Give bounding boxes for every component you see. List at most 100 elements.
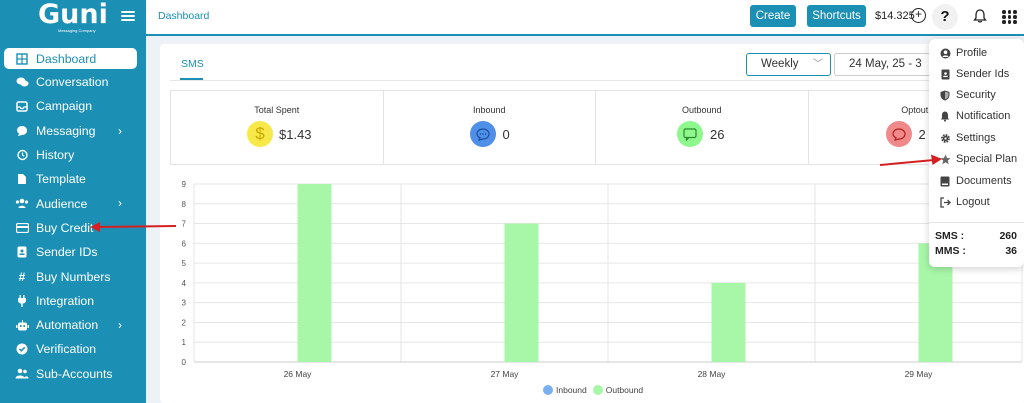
menu-item-label: Notification [956,110,1011,122]
chevron-right-icon: › [118,317,122,332]
create-button[interactable]: Create [750,5,796,27]
menu-item-notification[interactable]: Notification [939,107,1010,125]
chat-icon [15,75,29,89]
x-tick-label: 27 May [491,369,520,379]
y-tick-label: 1 [182,338,187,347]
legend-inbound-label: Inbound [556,385,587,395]
shortcuts-button[interactable]: Shortcuts [807,5,866,27]
sidebar-item-dashboard[interactable]: Dashboard [4,48,137,69]
legend-outbound-label: Outbound [605,385,644,395]
sidebar-item-label: Dashboard [36,51,97,66]
sidebar-item-buy-credit[interactable]: Buy Credit [0,216,146,240]
dollar-icon: $ [247,121,273,147]
sidebar-item-label: Verification [36,342,97,357]
dropdown-divider [929,222,1024,223]
menu-item-security[interactable]: Security [939,86,996,104]
sidebar-item-integration[interactable]: Integration [0,289,146,313]
optout-icon [885,121,912,147]
menu-item-sender-ids[interactable]: Sender Ids [939,65,1009,83]
help-button[interactable]: ? [932,4,958,30]
sidebar-item-label: Campaign [36,99,93,114]
sidebar-item-label: History [36,148,75,163]
profile-dropdown: Profile Sender Ids Security Notification… [929,39,1024,267]
stat-optout: Optout 2 [809,91,1022,164]
sidebar-item-conversation[interactable]: Conversation [0,70,146,94]
stat-value: $1.43 [279,127,312,142]
chevron-down-icon: ﹀ [813,59,823,70]
brand-name: Guni [38,0,108,30]
shield-icon [939,89,951,101]
menu-item-settings[interactable]: Settings [939,129,996,147]
menu-item-documents[interactable]: Documents [939,172,1012,190]
menu-toggle-icon[interactable] [121,9,135,23]
menu-item-label: Sender Ids [956,68,1010,80]
stat-outbound: Outbound 26 [596,91,809,164]
tab-divider [170,80,1020,81]
sidebar-item-audience[interactable]: Audience › [0,191,146,215]
top-bar: Dashboard Create Shortcuts $14.325 + ? [146,0,1024,36]
menu-item-profile[interactable]: Profile [939,44,987,62]
sidebar-item-buy-numbers[interactable]: # Buy Numbers [0,264,146,288]
sidebar-item-automation[interactable]: Automation › [0,313,146,337]
users-icon [15,197,29,211]
file-icon [15,172,29,186]
sms-count: SMS : 260 [935,230,1017,242]
menu-item-logout[interactable]: Logout [939,193,990,211]
sidebar-item-sender-ids[interactable]: Sender IDs [0,240,146,264]
gear-icon [939,132,951,144]
message-out-icon [677,121,703,147]
brand-tagline: Messaging Company [58,28,96,33]
sidebar-item-history[interactable]: History [0,143,146,167]
breadcrumb[interactable]: Dashboard [158,10,210,22]
tab-sms[interactable]: SMS [181,58,204,70]
hash-icon: # [18,269,26,284]
menu-item-label: Logout [956,196,990,208]
apps-grid-icon[interactable] [1002,10,1017,24]
sidebar-item-label: Audience [36,196,88,211]
y-tick-label: 0 [182,358,187,367]
stat-title: Optout [901,105,929,115]
sidebar-item-messaging[interactable]: Messaging › [0,119,146,143]
bell-icon[interactable] [972,8,988,24]
menu-item-special-plan[interactable]: Special Plan [939,150,1017,168]
chevron-right-icon: › [118,196,122,211]
legend-outbound[interactable]: Outbound [592,385,644,395]
sidebar-item-label: Messaging [36,123,96,138]
legend-inbound-swatch [543,385,553,395]
sms-bar-chart: 0 1 2 3 4 5 6 7 8 9 26 May 27 May 28 May 29 May [182,180,1023,379]
period-select[interactable]: Weekly ﹀ [746,53,831,76]
sidebar-item-template[interactable]: Template [0,167,146,191]
menu-item-label: Settings [956,132,996,144]
add-balance-icon[interactable]: + [911,8,926,23]
y-tick-label: 9 [182,180,187,189]
robot-icon [15,318,29,332]
legend-outbound-swatch [592,385,603,395]
sidebar-item-label: Conversation [36,75,109,90]
stats-row: Total Spent $ $1.43 Inbound 0 Outbound 2… [170,90,1022,165]
tab-indicator [180,78,203,80]
sidebar-item-label: Automation [36,318,99,333]
bar-outbound [504,223,539,362]
y-tick-label: 3 [182,299,187,308]
sidebar-item-sub-accounts[interactable]: Sub-Accounts [0,362,146,386]
menu-item-label: Security [956,89,996,101]
y-tick-label: 4 [182,279,187,288]
id-icon [939,68,951,80]
y-tick-label: 8 [182,200,187,209]
chat-bubble-icon [469,121,496,147]
menu-item-label: Profile [956,47,988,59]
sidebar-item-verification[interactable]: Verification [0,337,146,361]
sidebar-item-label: Buy Credit [36,220,94,235]
sidebar-item-campaign[interactable]: Campaign [0,94,146,118]
annotation-arrow-special-plan [879,154,942,166]
stat-title: Total Spent [254,105,300,115]
brand-logo[interactable]: Guni Messaging Company [38,0,108,35]
bar-outbound [711,282,746,362]
sidebar-item-label: Integration [36,293,95,308]
history-icon [15,148,29,162]
mms-count: MMS : 36 [935,245,1017,257]
y-tick-label: 6 [182,239,187,248]
legend-inbound[interactable]: Inbound [543,385,587,395]
dashboard-card: SMS Weekly ﹀ 24 May, 25 - 3 Total Spent … [160,44,1024,403]
stat-title: Inbound [472,105,506,115]
